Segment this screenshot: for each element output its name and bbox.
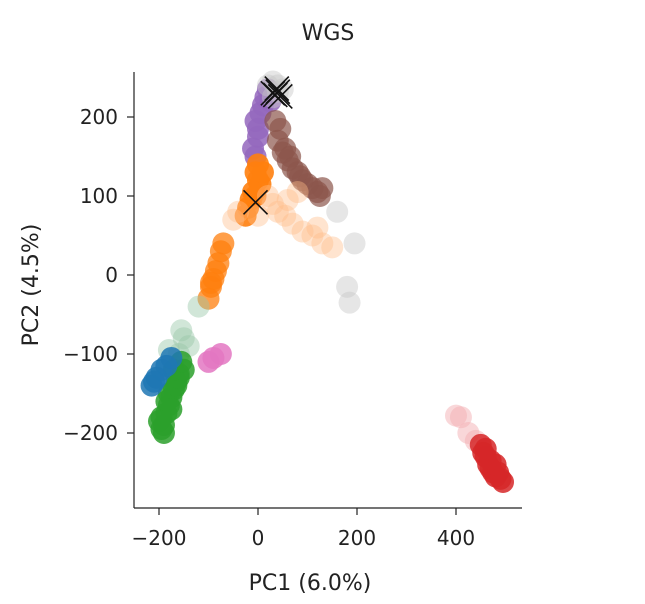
data-point	[160, 346, 183, 369]
x-axis-label: PC1 (6.0%)	[249, 571, 372, 596]
data-point	[321, 236, 344, 259]
data-point	[289, 165, 312, 188]
data-point	[187, 295, 210, 318]
data-point	[271, 78, 294, 101]
data-point	[143, 370, 166, 393]
data-point	[148, 410, 170, 433]
data-point	[301, 224, 324, 247]
data-point	[336, 275, 359, 298]
x-marker	[265, 79, 291, 105]
data-point	[264, 109, 287, 132]
y-tick-label: 200	[80, 105, 118, 129]
data-point	[247, 153, 269, 176]
y-tick-label: −100	[63, 342, 118, 366]
data-point	[170, 319, 193, 342]
data-point	[274, 204, 297, 227]
data-point	[492, 470, 515, 493]
data-point	[311, 232, 334, 255]
x-tick-label: 200	[338, 526, 376, 550]
data-point	[308, 185, 331, 207]
data-point	[261, 192, 284, 215]
x-marker	[264, 75, 290, 102]
data-point	[326, 200, 349, 223]
data-point	[279, 145, 302, 168]
data-point	[281, 212, 304, 235]
data-point	[266, 200, 289, 223]
x-marker	[267, 83, 293, 110]
x-tick-label: 0	[252, 526, 265, 550]
data-point	[286, 181, 309, 204]
y-tick-label: 100	[80, 184, 118, 208]
y-tick-label: −200	[63, 421, 118, 445]
data-point	[234, 204, 257, 227]
data-point	[276, 188, 299, 211]
data-point	[256, 185, 279, 207]
data-point	[306, 216, 329, 239]
data-point	[247, 117, 269, 140]
data-point	[222, 208, 245, 231]
data-point	[199, 271, 222, 294]
y-axis-label: PC2 (4.5%)	[19, 224, 44, 347]
data-point	[209, 343, 232, 365]
x-tick-label: −200	[132, 526, 187, 550]
x-marker	[242, 189, 269, 215]
data-point	[338, 291, 361, 314]
data-point	[484, 453, 507, 476]
data-point	[172, 327, 195, 350]
x-tick-label: 400	[437, 526, 475, 550]
data-point	[244, 185, 267, 207]
data-point	[227, 200, 250, 223]
reference-markers	[242, 75, 293, 215]
points-layer	[140, 70, 515, 493]
chart-title: WGS	[302, 21, 355, 46]
data-point	[343, 232, 366, 255]
data-point	[212, 232, 235, 255]
data-point	[291, 220, 314, 243]
y-tick-label: 0	[105, 263, 118, 287]
x-ticks: −200 0 200 400	[132, 508, 475, 550]
y-ticks: −200 −100 0 100 200	[63, 105, 134, 445]
